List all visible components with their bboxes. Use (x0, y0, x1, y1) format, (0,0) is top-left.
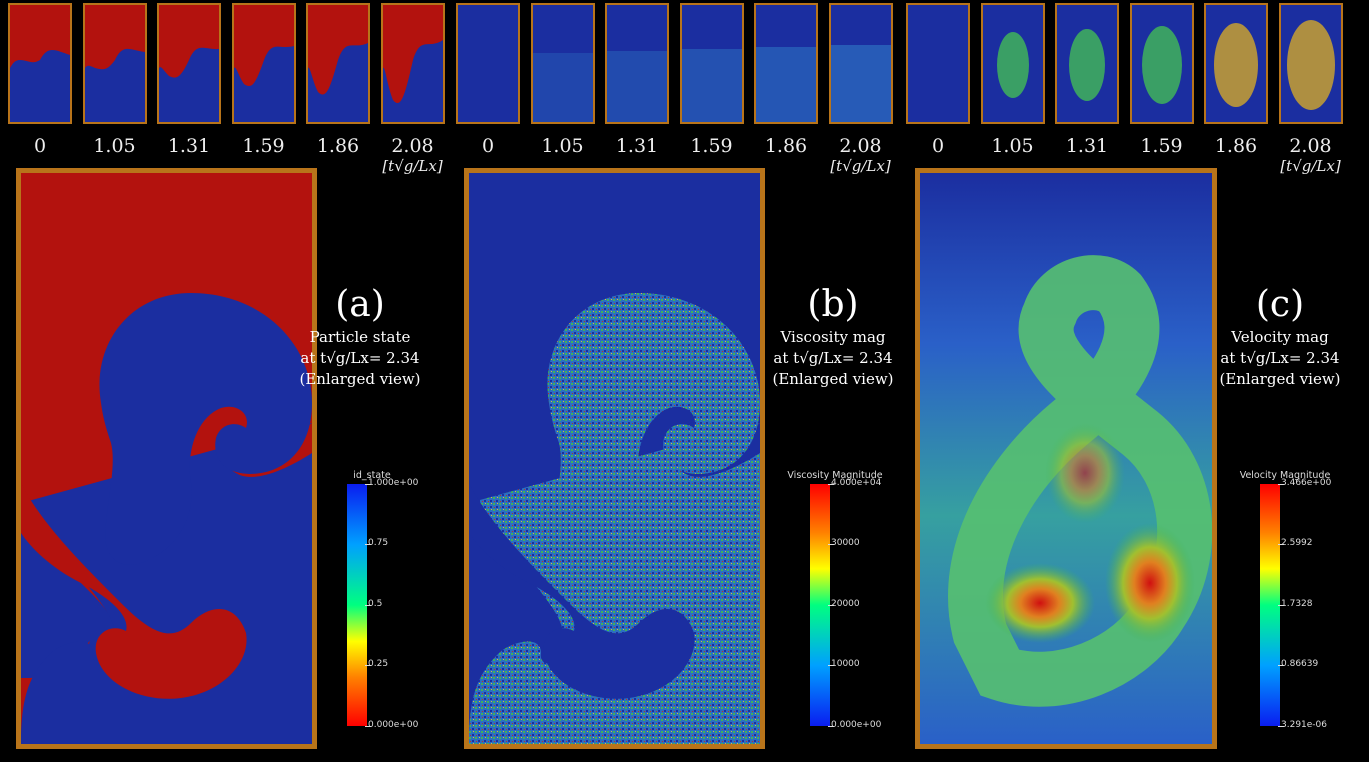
time-label: 0 (481, 135, 495, 157)
time-label: 1.59 (1140, 135, 1183, 157)
caption-time: at t√g/Lx= 2.34 (773, 349, 893, 367)
colorbar-tick: 20000 (828, 599, 860, 609)
colorbar-tick: 0.5 (364, 599, 383, 609)
caption-tag: (b) (807, 284, 859, 325)
colorbar-tick: 0.86639 (1277, 659, 1319, 669)
time-label: 2.08 (391, 135, 434, 157)
viscosity-plot (469, 173, 760, 744)
colorbar-tick: 0.75 (364, 538, 389, 548)
caption-title: Particle state (309, 328, 411, 346)
thumbnail-state-2 (157, 3, 221, 124)
colorbar-tick: 0.000e+00 (364, 720, 419, 730)
time-label: 2.08 (1289, 135, 1332, 157)
thumbnail-vel-5 (1278, 3, 1343, 124)
panel-a-particle-state (16, 168, 317, 749)
colorbar-tick: 0.25 (364, 659, 389, 669)
colorbar-title: Velocity Magnitude (1239, 470, 1331, 481)
particle-state-plot (21, 173, 312, 744)
caption-note: (Enlarged view) (1219, 370, 1341, 388)
thumbnail-visc-4 (754, 3, 818, 124)
colorbar-title: Viscosity Magnitude (787, 470, 883, 481)
thumbnail-state-0 (8, 3, 72, 124)
time-label: 1.05 (541, 135, 584, 157)
caption-tag: (a) (335, 284, 385, 325)
colorbar-tick: 4.000e+04 (827, 478, 882, 488)
colorbar-title: id_state (353, 470, 391, 481)
time-label: 1.86 (1214, 135, 1258, 157)
caption-time: at t√g/Lx= 2.34 (1220, 349, 1340, 367)
thumbnail-state-5 (380, 3, 445, 124)
thumbnail-visc-3 (679, 3, 744, 124)
time-unit-label: [t√g/Lx] (382, 157, 443, 175)
thumbnail-vel-3 (1129, 3, 1194, 124)
time-label: 1.05 (991, 135, 1034, 157)
velocity-plot (920, 173, 1212, 744)
panel-b-viscosity (464, 168, 765, 749)
thumbnail-vel-2 (1055, 3, 1119, 124)
time-label: 1.86 (316, 135, 360, 157)
colorbar-tick: 3.291e-06 (1277, 720, 1328, 730)
colorbar-tick: 3.466e+00 (1277, 478, 1332, 488)
thumbnail-state-4 (306, 3, 370, 124)
colorbar-tick: 30000 (828, 538, 860, 548)
caption-title: Velocity mag (1231, 328, 1329, 346)
caption-note: (Enlarged view) (299, 370, 421, 388)
colorbar-gradient (347, 484, 367, 726)
time-label: 1.59 (690, 135, 733, 157)
colorbar-gradient (1260, 484, 1280, 726)
colorbar-tick: 0.000e+00 (827, 720, 882, 730)
time-label: 1.31 (615, 135, 659, 157)
time-label: 1.59 (242, 135, 285, 157)
colorbar-tick: 2.5992 (1278, 538, 1313, 548)
time-unit-label: [t√g/Lx] (1280, 157, 1341, 175)
time-label: 1.05 (93, 135, 136, 157)
thumbnail-visc-2 (605, 3, 669, 124)
thumbnail-vel-4 (1204, 3, 1268, 124)
panel-c-velocity (915, 168, 1217, 749)
time-label: 2.08 (839, 135, 882, 157)
thumbnail-visc-1 (530, 3, 595, 124)
thumbnail-vel-0 (906, 3, 970, 124)
time-label: 1.31 (1065, 135, 1109, 157)
caption-time: at t√g/Lx= 2.34 (300, 349, 420, 367)
time-label: 0 (33, 135, 47, 157)
colorbar-tick: 1.000e+00 (364, 478, 419, 488)
caption-title: Viscosity mag (780, 328, 886, 346)
thumbnail-vel-1 (980, 3, 1045, 124)
colorbar-tick: 1.7328 (1278, 599, 1313, 609)
thumbnail-strip: 0 1.05 1.31 1.59 1.86 2.08 [t√g/Lx] 0 1.05 1.31 1.… (0, 0, 1369, 175)
thumbnail-state-3 (231, 3, 296, 124)
time-label: 1.31 (167, 135, 211, 157)
caption-tag: (c) (1255, 284, 1305, 325)
thumbnail-visc-5 (828, 3, 893, 124)
caption-c: (c) Velocity mag at t√g/Lx= 2.34 (Enlarg… (1215, 283, 1345, 390)
colorbar-gradient (810, 484, 830, 726)
colorbar-tick: 10000 (828, 659, 860, 669)
thumbnail-state-1 (82, 3, 147, 124)
caption-note: (Enlarged view) (772, 370, 894, 388)
time-label: 0 (931, 135, 945, 157)
time-label: 1.86 (764, 135, 808, 157)
caption-a: (a) Particle state at t√g/Lx= 2.34 (Enla… (295, 283, 425, 390)
thumbnail-visc-0 (456, 3, 520, 124)
time-unit-label: [t√g/Lx] (830, 157, 891, 175)
caption-b: (b) Viscosity mag at t√g/Lx= 2.34 (Enlar… (768, 283, 898, 390)
